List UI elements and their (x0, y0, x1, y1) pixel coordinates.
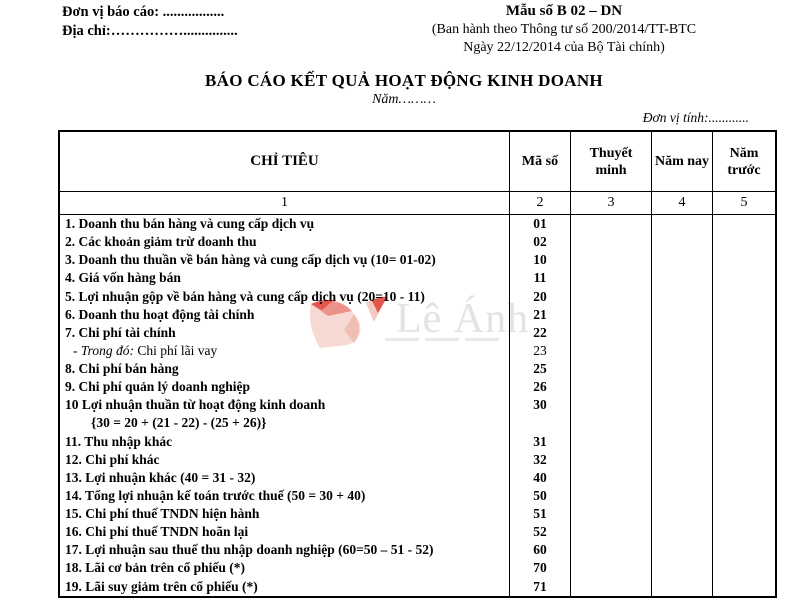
code-line: 52 (533, 524, 547, 540)
code-line: 32 (533, 451, 547, 467)
code-line: 30 (533, 397, 547, 413)
nam-nay-cell (651, 214, 713, 598)
form-reference-block: Mẫu số B 02 – DN (Ban hành theo Thông tư… (396, 2, 732, 58)
code-line: 50 (533, 487, 547, 503)
reporting-unit-block: Đơn vị báo cáo: ................. Địa ch… (62, 3, 238, 41)
code-line: 11 (533, 270, 547, 286)
indicator-line: 4. Giá vốn hàng bán (65, 270, 181, 286)
code-line: 51 (533, 506, 547, 521)
code-line: 01 (533, 216, 547, 231)
page-title: BÁO CÁO KẾT QUẢ HOẠT ĐỘNG KINH DOANH (205, 71, 603, 90)
column-number-2: 2 (509, 191, 571, 215)
indicator-line: 3. Doanh thu thuần về bán hàng và cung c… (65, 252, 436, 268)
form-number: Mẫu số B 02 – DN (505, 3, 623, 19)
indicator-line: 12. Chi phí khác (65, 451, 160, 467)
code-line: 60 (533, 542, 547, 558)
indicator-lines: 1. Doanh thu bán hàng và cung cấp dịch v… (58, 214, 510, 598)
indicator-line: 9. Chi phí quản lý doanh nghiệp (65, 379, 250, 395)
code-line: 70 (533, 560, 547, 576)
code-line: 23 (533, 342, 547, 358)
table-header-row: CHỈ TIÊU Mã số Thuyết minh Năm nay Năm t… (58, 130, 777, 192)
circular-reference-line1: (Ban hành theo Thông tư số 200/2014/TT-B… (431, 21, 697, 37)
code-line: 22 (533, 324, 547, 340)
table-body-row: 1. Doanh thu bán hàng và cung cấp dịch v… (58, 214, 777, 598)
column-header-chi-tieu: CHỈ TIÊU (58, 130, 510, 192)
code-line (510, 414, 570, 432)
indicator-line: 10 Lợi nhuận thuần từ hoạt động kinh doa… (65, 397, 326, 413)
code-line: 10 (533, 252, 547, 268)
indicator-line: {30 = 20 + (21 - 22) - (25 + 26)} (91, 415, 267, 431)
currency-unit-line: Đơn vị tính:............ (642, 110, 749, 125)
column-number-row: 1 2 3 4 5 (58, 191, 777, 215)
thuyet-minh-cell (570, 214, 652, 598)
indicator-line: 8. Chi phí bán hàng (65, 361, 179, 376)
indicator-line: 18. Lãi cơ bản trên cổ phiếu (*) (65, 560, 245, 576)
code-lines: 01 02 10 11 20 21 22 23 25 26 30 31 32 40 50 51 52 60 70 71 (509, 214, 571, 598)
column-number-1: 1 (58, 191, 510, 215)
address-line: Địa chỉ:……………............... (62, 23, 238, 39)
code-line: 25 (533, 361, 547, 376)
column-number-5: 5 (712, 191, 777, 215)
circular-reference-line2: Ngày 22/12/2014 của Bộ Tài chính) (463, 40, 665, 55)
code-line: 02 (533, 234, 547, 250)
column-number-3: 3 (570, 191, 652, 215)
indicator-line: 19. Lãi suy giảm trên cổ phiếu (*) (65, 578, 258, 594)
indicator-line: 16. Chi phí thuế TNDN hoãn lại (65, 524, 249, 540)
code-line: 20 (533, 288, 547, 304)
code-line: 71 (533, 578, 547, 594)
code-line: 40 (533, 469, 547, 485)
code-line: 26 (533, 379, 547, 395)
indicator-line: 14. Tổng lợi nhuận kế toán trước thuế (5… (65, 487, 366, 503)
indicator-line: 15. Chi phí thuế TNDN hiện hành (65, 506, 260, 521)
indicator-line: 6. Doanh thu hoạt động tài chính (65, 306, 255, 322)
column-header-thuyet-minh: Thuyết minh (570, 130, 652, 192)
reporting-unit-line: Đơn vị báo cáo: ................. (62, 4, 225, 20)
column-number-4: 4 (651, 191, 713, 215)
indicator-line: 11. Thu nhập khác (65, 433, 173, 449)
indicator-line: 17. Lợi nhuận sau thuế thu nhập doanh ng… (65, 542, 434, 558)
indicator-line: 13. Lợi nhuận khác (40 = 31 - 32) (65, 469, 256, 485)
year-line: Năm……… (372, 92, 436, 107)
income-statement-table: CHỈ TIÊU Mã số Thuyết minh Năm nay Năm t… (58, 130, 777, 598)
column-header-nam-nay: Năm nay (651, 130, 713, 192)
indicator-line: 5. Lợi nhuận gộp về bán hàng và cung cấp… (65, 288, 425, 304)
indicator-line: 1. Doanh thu bán hàng và cung cấp dịch v… (65, 216, 315, 231)
column-header-ma-so: Mã số (509, 130, 571, 192)
indicator-line: 7. Chi phí tài chính (65, 324, 176, 340)
indicator-line: - Trong đó: Chi phí lãi vay (73, 342, 218, 358)
code-line: 21 (533, 306, 547, 322)
nam-truoc-cell (712, 214, 777, 598)
indicator-line: 2. Các khoản giảm trừ doanh thu (65, 234, 257, 250)
code-line: 31 (533, 433, 547, 449)
column-header-nam-truoc: Năm trước (712, 130, 777, 192)
